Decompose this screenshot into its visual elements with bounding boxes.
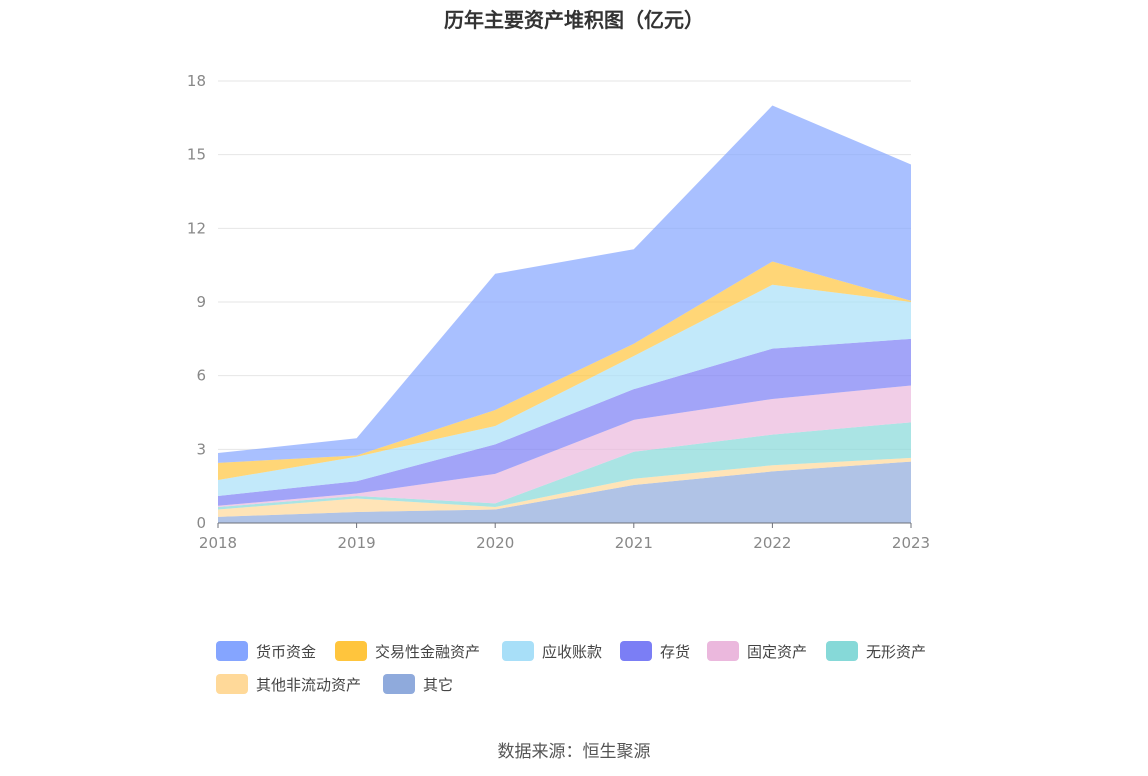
- area-0[interactable]: [218, 461, 911, 523]
- area-3[interactable]: [218, 385, 911, 508]
- legend-item[interactable]: 固定资产: [707, 640, 807, 662]
- y-tick-label: 9: [196, 293, 206, 311]
- legend-item[interactable]: 货币资金: [216, 640, 316, 662]
- x-tick-label: 2020: [476, 534, 514, 552]
- area-1[interactable]: [218, 457, 911, 517]
- legend-item[interactable]: 无形资产: [826, 640, 926, 662]
- legend-swatch: [707, 641, 739, 661]
- y-tick-label: 15: [187, 146, 206, 164]
- legend-swatch: [216, 674, 248, 694]
- legend-swatch: [620, 641, 652, 661]
- legend-item[interactable]: 其它: [383, 673, 453, 695]
- legend-swatch: [383, 674, 415, 694]
- area-7[interactable]: [218, 105, 911, 463]
- area-series: [218, 105, 911, 523]
- stacked-area-chart: 0 3 6 9 12 15 18 2018 2019 2020 2021 2022 2023: [187, 72, 930, 552]
- data-source: 数据来源：恒生聚源: [497, 742, 651, 762]
- y-tick-label: 6: [196, 367, 206, 385]
- legend-item[interactable]: 应收账款: [502, 640, 602, 662]
- legend-swatch: [335, 641, 367, 661]
- area-5[interactable]: [218, 284, 911, 496]
- legend-label: 固定资产: [747, 642, 808, 661]
- chart-title: 历年主要资产堆积图（亿元）: [444, 8, 704, 32]
- y-tick-label: 3: [196, 440, 206, 458]
- x-tick-label: 2021: [615, 534, 653, 552]
- x-tick-label: 2023: [892, 534, 930, 552]
- legend-label: 其他非流动资产: [256, 675, 362, 694]
- x-tick-label: 2022: [753, 534, 791, 552]
- legend-label: 货币资金: [256, 642, 317, 661]
- y-tick-label: 12: [187, 219, 206, 237]
- legend-label: 无形资产: [866, 642, 927, 661]
- x-tick-label: 2018: [199, 534, 237, 552]
- area-4[interactable]: [218, 338, 911, 506]
- legend-item[interactable]: 其他非流动资产: [216, 673, 361, 695]
- y-tick-label: 0: [196, 514, 206, 532]
- area-2[interactable]: [218, 422, 911, 510]
- legend-swatch: [826, 641, 858, 661]
- legend-label: 应收账款: [542, 642, 603, 661]
- area-6[interactable]: [218, 261, 911, 481]
- legend-label: 存货: [660, 642, 691, 661]
- axes: 2018 2019 2020 2021 2022 2023: [199, 522, 930, 552]
- legend-item[interactable]: 存货: [620, 640, 690, 662]
- legend-label: 交易性金融资产: [375, 642, 481, 661]
- legend-item[interactable]: 交易性金融资产: [335, 640, 480, 662]
- legend-label: 其它: [423, 675, 454, 694]
- legend-swatch: [502, 641, 534, 661]
- x-tick-label: 2019: [338, 534, 376, 552]
- legend-swatch: [216, 641, 248, 661]
- y-tick-label: 18: [187, 72, 206, 90]
